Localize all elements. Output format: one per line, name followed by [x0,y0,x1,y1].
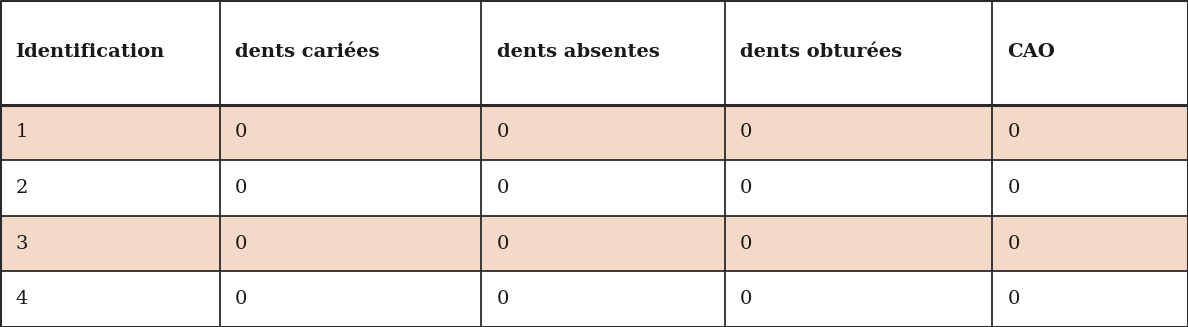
Bar [0,271,220,327]
Bar [992,216,1188,271]
Text: 0: 0 [1007,123,1019,142]
Text: 0: 0 [740,234,752,253]
Text: 0: 0 [235,234,247,253]
Bar [725,216,992,271]
Text: 0: 0 [235,290,247,308]
Bar [0,160,220,216]
Bar [992,0,1188,105]
Bar [481,0,725,105]
Text: 0: 0 [1007,234,1019,253]
Text: dents obturées: dents obturées [740,43,902,61]
Text: 0: 0 [740,179,752,197]
Text: 3: 3 [15,234,29,253]
Text: 0: 0 [1007,179,1019,197]
Bar [220,271,481,327]
Text: 0: 0 [497,179,508,197]
Text: CAO: CAO [1007,43,1055,61]
Text: 0: 0 [740,123,752,142]
Text: 0: 0 [497,234,508,253]
Bar [481,271,725,327]
Bar [481,160,725,216]
Bar [220,105,481,160]
Text: 0: 0 [1007,290,1019,308]
Bar [0,216,220,271]
Text: Identification: Identification [15,43,165,61]
Bar [220,160,481,216]
Bar [992,271,1188,327]
Text: 0: 0 [235,123,247,142]
Text: 0: 0 [497,290,508,308]
Bar [220,216,481,271]
Text: 2: 2 [15,179,27,197]
Text: 4: 4 [15,290,27,308]
Bar [481,216,725,271]
Bar [725,160,992,216]
Text: dents absentes: dents absentes [497,43,659,61]
Bar [725,0,992,105]
Bar [0,0,220,105]
Text: 0: 0 [235,179,247,197]
Bar [992,160,1188,216]
Bar [220,0,481,105]
Bar [992,105,1188,160]
Text: 0: 0 [497,123,508,142]
Text: 1: 1 [15,123,27,142]
Bar [0,105,220,160]
Bar [725,271,992,327]
Bar [481,105,725,160]
Text: 0: 0 [740,290,752,308]
Text: dents cariées: dents cariées [235,43,380,61]
Bar [725,105,992,160]
